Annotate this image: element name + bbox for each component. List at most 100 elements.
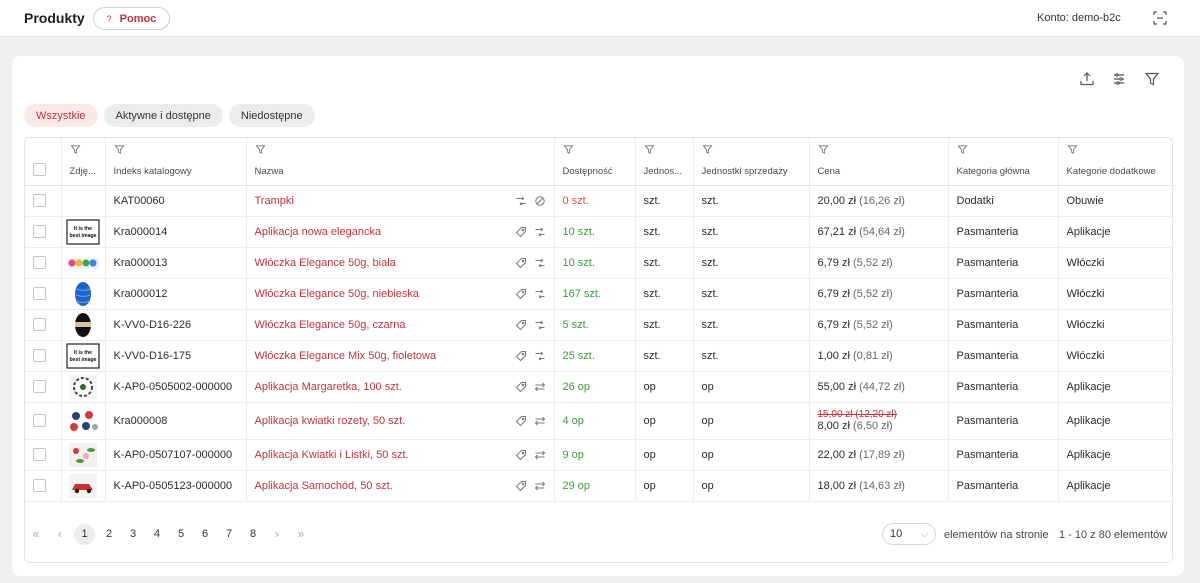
row-checkbox[interactable] xyxy=(33,448,46,461)
units-convert-icon[interactable] xyxy=(534,226,546,238)
product-name-link[interactable]: Aplikacja Kwiatki i Listki, 50 szt. xyxy=(254,448,409,461)
table-row[interactable]: Kra000008 Aplikacja kwiatki rozety, 50 sz… xyxy=(25,402,1172,440)
page-button-3[interactable]: 3 xyxy=(129,528,137,540)
table-row[interactable]: K-VV0-D16-226 Włóczka Elegance 50g, czarn… xyxy=(25,309,1172,341)
column-filter-icon[interactable] xyxy=(956,144,1050,156)
column-filter-icon[interactable] xyxy=(1066,144,1167,156)
table-row[interactable]: K-AP0-0505123-000000 Aplikacja Samochód, … xyxy=(25,470,1172,502)
col-availability-header[interactable]: Dostępność xyxy=(554,138,636,186)
swap-icon[interactable] xyxy=(534,415,546,427)
column-filter-icon[interactable] xyxy=(817,144,940,156)
row-checkbox[interactable] xyxy=(33,287,46,300)
page-button-5[interactable]: 5 xyxy=(177,528,185,540)
column-filter-icon[interactable] xyxy=(113,144,238,156)
row-checkbox[interactable] xyxy=(33,256,46,269)
product-name-link[interactable]: Trampki xyxy=(254,194,294,207)
row-checkbox[interactable] xyxy=(33,414,46,427)
table-row[interactable]: KAT00060 Trampki 0 szt. szt. szt. 20,00 zł (1… xyxy=(25,185,1172,217)
tag-icon[interactable] xyxy=(515,381,527,393)
help-button[interactable]: ? Pomoc xyxy=(93,7,170,30)
column-filter-icon[interactable] xyxy=(701,144,713,155)
column-filter-icon[interactable] xyxy=(817,144,829,155)
table-row[interactable]: Kra000012 Włóczka Elegance 50g, niebieska… xyxy=(25,278,1172,310)
tag-icon[interactable] xyxy=(515,288,527,300)
col-price-header[interactable]: Cena xyxy=(809,138,949,186)
swap-icon[interactable] xyxy=(534,381,546,393)
table-row[interactable]: K-AP0-0507107-000000 Aplikacja Kwiatki i … xyxy=(25,439,1172,471)
table-row[interactable]: It is the best image K-VV0-D16-175 Włóczka… xyxy=(25,340,1172,372)
col-unit-header[interactable]: Jednos... xyxy=(635,138,694,186)
page-button-4[interactable]: 4 xyxy=(153,528,161,540)
units-convert-icon[interactable] xyxy=(534,288,546,300)
product-name-link[interactable]: Aplikacja Margaretka, 100 szt. xyxy=(254,380,402,393)
col-catalog-index-header[interactable]: Indeks katalogowy xyxy=(105,138,247,186)
filter-active-available[interactable]: Aktywne i dostępne xyxy=(103,104,223,127)
column-filter-icon[interactable] xyxy=(562,144,574,155)
units-convert-icon[interactable] xyxy=(534,350,546,362)
product-name-link[interactable]: Włóczka Elegance 50g, biała xyxy=(254,256,396,269)
product-name-link[interactable]: Włóczka Elegance 50g, niebieska xyxy=(254,287,419,300)
tag-icon[interactable] xyxy=(515,350,527,362)
col-sales-units-header[interactable]: Jednostki sprzedaży xyxy=(693,138,810,186)
units-convert-icon[interactable] xyxy=(534,257,546,269)
column-filter-icon[interactable] xyxy=(254,144,266,155)
column-filter-icon[interactable] xyxy=(1066,144,1078,155)
last-page-button[interactable]: » xyxy=(297,527,305,541)
fullscreen-icon[interactable] xyxy=(1153,11,1167,25)
product-name-link[interactable]: Aplikacja kwiatki rozety, 50 szt. xyxy=(254,414,406,427)
page-button-7[interactable]: 7 xyxy=(225,528,233,540)
swap-icon[interactable] xyxy=(534,480,546,492)
col-name-header[interactable]: Nazwa xyxy=(246,138,555,186)
export-icon[interactable] xyxy=(1079,71,1095,87)
tag-icon[interactable] xyxy=(515,257,527,269)
table-row[interactable]: Kra000013 Włóczka Elegance 50g, biała 10 s… xyxy=(25,247,1172,279)
select-all-checkbox[interactable] xyxy=(33,163,46,176)
column-filter-icon[interactable] xyxy=(254,144,546,156)
product-name-link[interactable]: Włóczka Elegance Mix 50g, fioletowa xyxy=(254,349,437,362)
column-filter-icon[interactable] xyxy=(643,144,685,156)
column-filter-icon[interactable] xyxy=(701,144,801,156)
extra-categories-cell: Włóczki xyxy=(1058,340,1172,372)
tag-icon[interactable] xyxy=(515,415,527,427)
row-checkbox[interactable] xyxy=(33,225,46,238)
units-convert-icon[interactable] xyxy=(534,319,546,331)
col-main-category-header[interactable]: Kategoria główna xyxy=(948,138,1059,186)
table-row[interactable]: K-AP0-0505002-000000 Aplikacja Margaretka… xyxy=(25,371,1172,403)
column-filter-icon[interactable] xyxy=(113,144,125,155)
column-filter-icon[interactable] xyxy=(562,144,627,156)
prev-page-button[interactable]: ‹ xyxy=(58,527,62,541)
per-page-select[interactable]: 10 ⌵ xyxy=(882,523,936,545)
row-checkbox[interactable] xyxy=(33,318,46,331)
product-name-link[interactable]: Włóczka Elegance 50g, czarna xyxy=(254,318,406,331)
row-checkbox[interactable] xyxy=(33,194,46,207)
row-checkbox[interactable] xyxy=(33,380,46,393)
filter-icon[interactable] xyxy=(1144,71,1160,87)
col-extra-categories-header[interactable]: Kategorie dodatkowe xyxy=(1058,138,1172,186)
page-button-1[interactable]: 1 xyxy=(74,523,95,545)
tag-icon[interactable] xyxy=(515,319,527,331)
col-image-header[interactable]: Zdję... xyxy=(61,138,106,186)
first-page-button[interactable]: « xyxy=(32,527,40,541)
blocked-icon[interactable] xyxy=(534,195,546,207)
tag-icon[interactable] xyxy=(515,449,527,461)
table-row[interactable]: It is the best image Kra000014 Aplikacja n… xyxy=(25,216,1172,248)
product-name-link[interactable]: Aplikacja Samochód, 50 szt. xyxy=(254,479,393,492)
filter-unavailable[interactable]: Niedostępne xyxy=(228,104,315,127)
page-button-2[interactable]: 2 xyxy=(105,528,113,540)
page-button-8[interactable]: 8 xyxy=(249,528,257,540)
filter-all[interactable]: Wszystkie xyxy=(24,104,98,127)
tag-icon[interactable] xyxy=(515,226,527,238)
product-name-link[interactable]: Aplikacja nowa elegancka xyxy=(254,225,382,238)
row-checkbox[interactable] xyxy=(33,479,46,492)
tag-icon[interactable] xyxy=(515,480,527,492)
column-filter-icon[interactable] xyxy=(643,144,655,155)
column-settings-icon[interactable] xyxy=(1111,71,1127,87)
units-convert-icon[interactable] xyxy=(515,195,527,207)
row-checkbox[interactable] xyxy=(33,349,46,362)
swap-icon[interactable] xyxy=(534,449,546,461)
column-filter-icon[interactable] xyxy=(69,144,81,155)
next-page-button[interactable]: › xyxy=(275,527,279,541)
page-button-6[interactable]: 6 xyxy=(201,528,209,540)
column-filter-icon[interactable] xyxy=(69,144,97,156)
column-filter-icon[interactable] xyxy=(956,144,968,155)
